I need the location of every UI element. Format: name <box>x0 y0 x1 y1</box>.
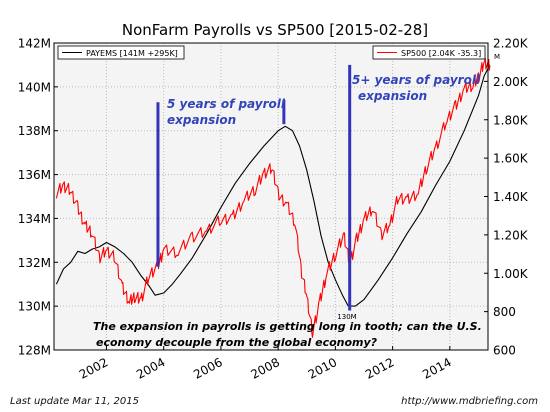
footer-source-url: http://www.mdbriefing.com <box>401 396 538 407</box>
annotation-5plus-years: 5+ years of payroll <box>352 73 481 87</box>
annotation-5plus-years: expansion <box>358 89 427 103</box>
left-tick-label: 140M <box>18 80 51 94</box>
legend-left-box <box>57 45 185 60</box>
left-tick-label: 142M <box>18 37 51 51</box>
right-tick-label: 600 <box>493 344 516 358</box>
legend-right-label: SP500 [2.04K -35.3] <box>401 49 481 58</box>
payems-line <box>55 64 491 307</box>
plot-frame <box>53 42 489 351</box>
annotation-current-label: M <box>494 53 500 61</box>
left-tick-label: 132M <box>18 256 51 270</box>
left-tick-label: 128M <box>18 344 51 358</box>
annotation-5-years: expansion <box>167 113 236 127</box>
right-tick-label: 2.00K <box>493 75 529 89</box>
legend-left-label: PAYEMS [141M +295K] <box>86 49 178 58</box>
chart-title: NonFarm Payrolls vs SP500 [2015-02-28] <box>122 21 428 39</box>
left-tick-label: 130M <box>18 300 51 314</box>
sp500-line <box>55 57 491 338</box>
right-tick-label: 800 <box>493 305 516 319</box>
left-tick-label: 136M <box>18 168 51 182</box>
right-tick-label: 2.20K <box>493 37 529 51</box>
right-tick-label: 1.00K <box>493 267 529 281</box>
left-tick-label: 138M <box>18 124 51 138</box>
legend-right-box <box>372 45 486 60</box>
right-tick-label: 1.80K <box>493 113 529 127</box>
annotation-min-label: 130M <box>337 313 356 321</box>
annotation-commentary: The expansion in payrolls is getting lon… <box>93 320 482 333</box>
annotation-commentary: economy decouple from the global economy… <box>96 336 378 349</box>
right-tick-label: 1.60K <box>493 152 529 166</box>
right-tick-label: 1.40K <box>493 190 529 204</box>
footer-last-update: Last update Mar 11, 2015 <box>10 396 139 407</box>
plot-background <box>54 43 488 350</box>
left-tick-label: 134M <box>18 212 51 226</box>
right-tick-label: 1.20K <box>493 228 529 242</box>
annotation-5-years: 5 years of payroll <box>167 97 286 111</box>
plot-area: 128M 130M 132M 134M 136M 138M 140M 142M 600 800 1.… <box>18 37 529 382</box>
